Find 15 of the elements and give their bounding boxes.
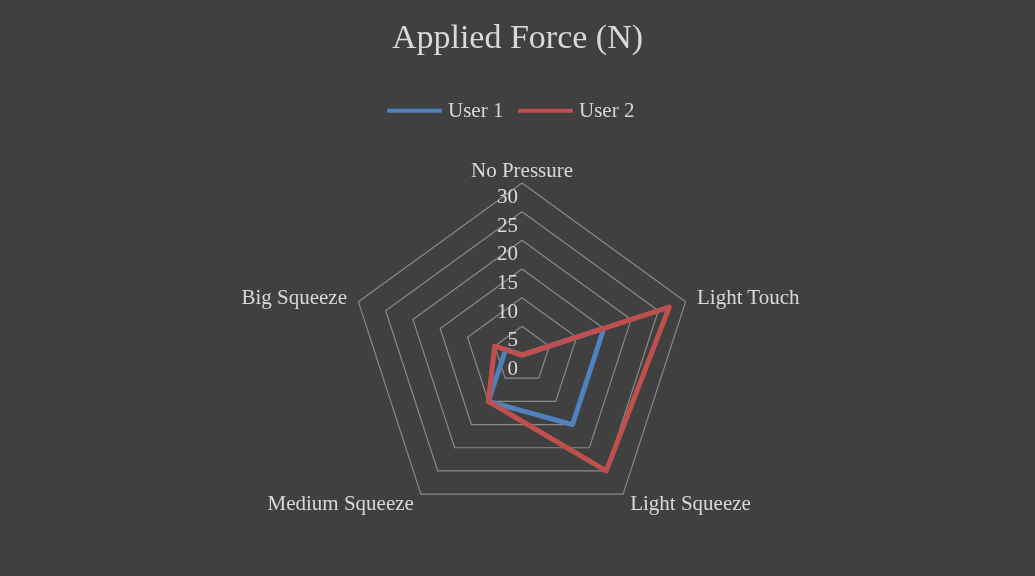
spoke-label: No Pressure xyxy=(470,158,574,182)
spoke-label: Light Squeeze xyxy=(630,490,751,515)
y-tick-label: 25 xyxy=(497,212,518,237)
spoke-label: Medium Squeeze xyxy=(267,490,414,515)
y-tick-label: 10 xyxy=(497,298,518,323)
chart-title: Applied Force (N) xyxy=(391,18,644,56)
y-tick-label: 0 xyxy=(507,356,518,380)
legend-label: User 1 xyxy=(448,97,504,122)
y-tick-label: 15 xyxy=(497,270,518,294)
y-tick-label: 5 xyxy=(507,327,518,352)
legend-label: User 2 xyxy=(579,97,635,122)
y-tick-label: 30 xyxy=(497,184,518,208)
spoke-label: Light Touch xyxy=(696,285,801,310)
spoke-label: Big Squeeze xyxy=(241,285,348,310)
y-tick-label: 20 xyxy=(497,241,518,266)
